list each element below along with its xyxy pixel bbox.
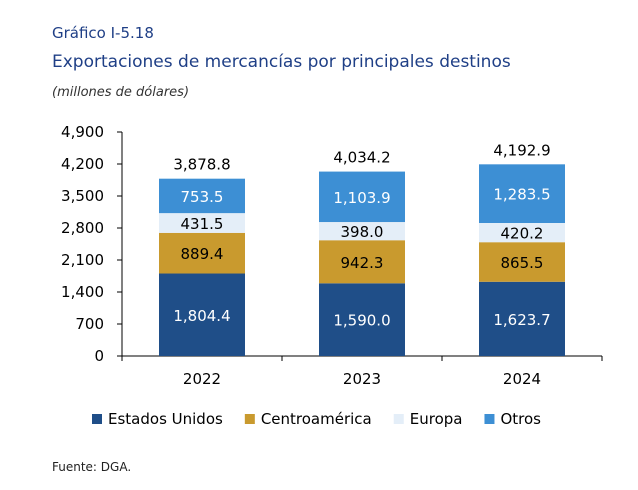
legend-label: Estados Unidos	[108, 410, 223, 428]
y-tick-label: 3,500	[61, 187, 104, 205]
legend-swatch	[393, 414, 404, 424]
bar-segment-otros	[159, 178, 245, 214]
bar-segment-label: 942.3	[341, 254, 384, 272]
bar-segment-label: 398.0	[341, 223, 384, 241]
y-tick-label: 4,200	[61, 155, 104, 173]
bar-segment-estados-unidos	[319, 283, 405, 356]
bar-segment-estados-unidos	[159, 273, 245, 356]
bar-segment-centroamérica	[159, 232, 245, 274]
bar-segment-label: 1,283.5	[493, 186, 550, 204]
chart-subtitle: (millones de dólares)	[52, 85, 190, 100]
bar-segment-otros	[479, 164, 565, 223]
legend-label: Europa	[410, 410, 463, 428]
bar-segment-label: 431.5	[181, 215, 224, 233]
bar-total-label: 4,034.2	[333, 149, 390, 167]
legend-swatch	[484, 414, 495, 424]
bar-segment-estados-unidos	[479, 281, 565, 356]
x-tick-label: 2024	[503, 370, 541, 388]
stacked-bar-chart: 0 700 1,400 2,100 2,800 3,500 4,200 4,900 1,804.…	[61, 123, 603, 428]
bar-segment-label: 1,590.0	[333, 312, 390, 330]
y-tick-label: 1,400	[61, 283, 104, 301]
legend-label: Centroamérica	[261, 410, 372, 428]
bar-segment-centroamérica	[319, 240, 405, 284]
bar-segment-label: 1,804.4	[173, 307, 230, 325]
y-tick-label: 700	[75, 315, 104, 333]
y-tick-label: 4,900	[61, 123, 104, 141]
y-tick-label: 2,100	[61, 251, 104, 269]
y-tick-label: 0	[94, 347, 104, 365]
bar-segment-otros	[319, 171, 405, 223]
bar-segment-label: 1,103.9	[333, 189, 390, 207]
x-tick-label: 2023	[343, 370, 381, 388]
bar-segment-europa	[319, 222, 405, 241]
bar-segment-europa	[159, 213, 245, 233]
source-note: Fuente: DGA.	[52, 460, 132, 474]
chart-title: Exportaciones de mercancías por principa…	[52, 52, 511, 72]
legend-swatch	[92, 414, 102, 424]
legend-label: Otros	[500, 410, 541, 428]
bar-segment-europa	[479, 222, 565, 243]
legend-swatch	[244, 414, 255, 424]
y-tick-label: 2,800	[61, 219, 104, 237]
bar-total-label: 3,878.8	[173, 156, 230, 174]
bar-segment-centroamérica	[479, 242, 565, 282]
bar-segment-label: 1,623.7	[493, 311, 550, 329]
bar-segment-label: 420.2	[501, 225, 544, 243]
bar-segment-label: 889.4	[181, 245, 224, 263]
figure-label: Gráfico I-5.18	[52, 24, 154, 42]
bar-total-label: 4,192.9	[493, 141, 550, 159]
bar-segment-label: 865.5	[501, 254, 544, 272]
x-tick-label: 2022	[183, 370, 221, 388]
bar-segment-label: 753.5	[181, 188, 224, 206]
